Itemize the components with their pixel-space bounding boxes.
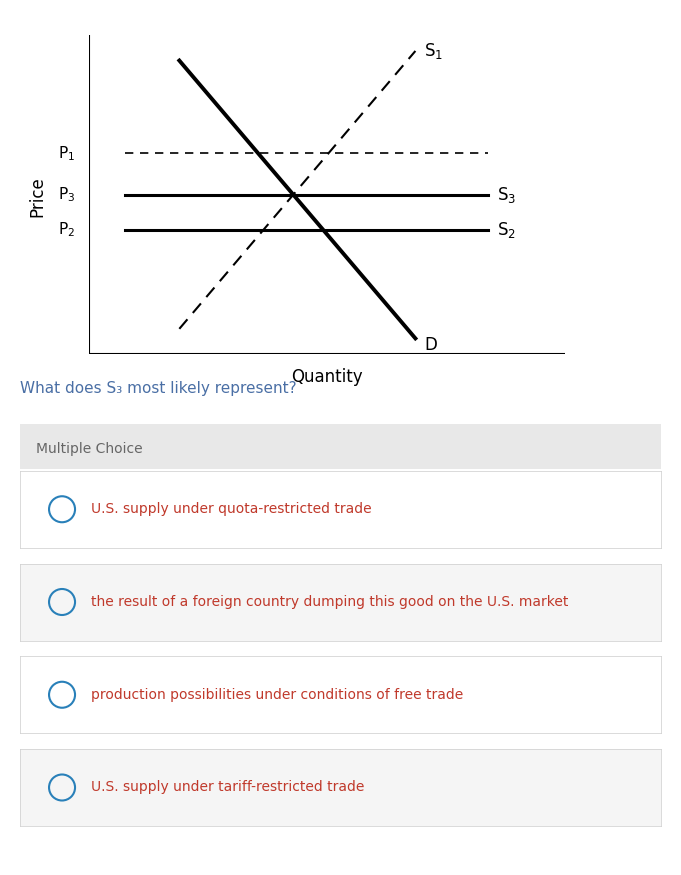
Text: D: D xyxy=(424,336,437,354)
Text: What does S₃ most likely represent?: What does S₃ most likely represent? xyxy=(20,381,297,396)
Text: U.S. supply under quota-restricted trade: U.S. supply under quota-restricted trade xyxy=(91,502,372,516)
Text: P$_1$: P$_1$ xyxy=(58,144,75,163)
Text: Quantity: Quantity xyxy=(291,368,363,386)
Text: S$_2$: S$_2$ xyxy=(497,220,516,240)
Text: P$_3$: P$_3$ xyxy=(58,186,75,204)
Text: the result of a foreign country dumping this good on the U.S. market: the result of a foreign country dumping … xyxy=(91,595,569,609)
Text: P$_2$: P$_2$ xyxy=(58,220,75,239)
Text: S$_1$: S$_1$ xyxy=(424,41,443,61)
Text: Multiple Choice: Multiple Choice xyxy=(36,442,143,456)
Text: Price: Price xyxy=(29,177,46,217)
Text: production possibilities under conditions of free trade: production possibilities under condition… xyxy=(91,688,463,702)
Text: S$_3$: S$_3$ xyxy=(497,185,516,205)
Text: U.S. supply under tariff-restricted trade: U.S. supply under tariff-restricted trad… xyxy=(91,780,364,794)
